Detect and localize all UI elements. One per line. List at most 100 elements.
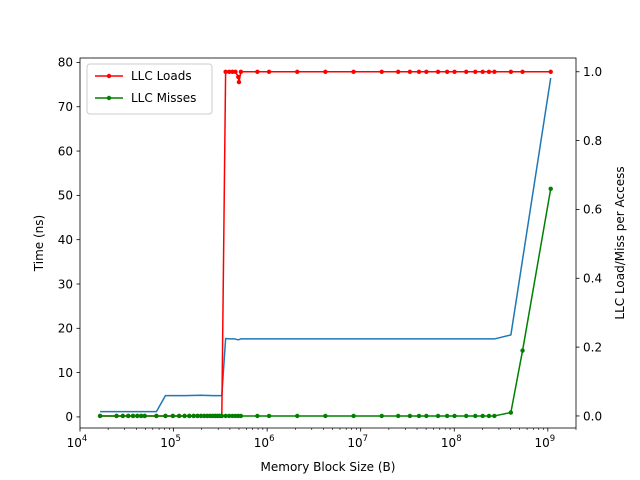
data-point-llc-misses bbox=[154, 413, 159, 419]
data-point-llc-misses bbox=[323, 413, 328, 419]
data-point-llc-loads bbox=[238, 69, 244, 74]
y-tick-label: 50 bbox=[58, 189, 73, 203]
x-tick-label: 106 bbox=[254, 434, 275, 450]
data-point-llc-misses bbox=[520, 348, 525, 353]
legend-label-llc-loads: LLC Loads bbox=[131, 69, 192, 83]
y-tick-label: 60 bbox=[58, 144, 73, 158]
data-point-llc-misses bbox=[187, 413, 192, 419]
data-point-llc-misses bbox=[435, 413, 441, 419]
data-point-llc-loads bbox=[295, 69, 300, 74]
x-axis-label: Memory Block Size (B) bbox=[261, 460, 396, 474]
data-point-llc-misses bbox=[195, 413, 200, 419]
data-point-llc-loads bbox=[492, 69, 497, 74]
data-point-llc-loads bbox=[508, 69, 514, 74]
x-tick-label-exponent: 6 bbox=[269, 434, 274, 444]
data-point-llc-misses bbox=[486, 413, 492, 419]
data-point-llc-loads bbox=[452, 69, 457, 74]
data-point-llc-misses bbox=[444, 413, 450, 419]
data-point-llc-loads bbox=[520, 69, 525, 74]
data-point-llc-misses bbox=[202, 413, 207, 419]
y2-axis-label: LLC Load/Miss per Access bbox=[613, 166, 627, 319]
data-point-llc-misses bbox=[170, 413, 176, 419]
data-point-llc-loads bbox=[323, 69, 328, 74]
data-point-llc-loads bbox=[416, 69, 422, 74]
data-point-llc-misses bbox=[120, 413, 126, 419]
x-tick-label-base: 10 bbox=[160, 436, 175, 450]
data-point-llc-loads bbox=[548, 69, 553, 74]
legend: LLC Loads LLC Misses bbox=[86, 63, 213, 115]
y-tick-label: 70 bbox=[58, 100, 73, 114]
data-point-llc-misses bbox=[238, 413, 244, 419]
data-point-llc-loads bbox=[236, 79, 242, 85]
y-tick-label: 10 bbox=[58, 366, 73, 380]
y-tick-label: 40 bbox=[58, 233, 73, 247]
data-point-llc-loads bbox=[480, 69, 485, 74]
x-tick-label-base: 10 bbox=[347, 436, 362, 450]
data-point-llc-misses bbox=[219, 413, 224, 419]
y-tick-label: 0 bbox=[65, 410, 73, 424]
plot-area bbox=[80, 58, 576, 428]
series-layer bbox=[97, 69, 553, 419]
data-point-llc-misses bbox=[416, 413, 422, 419]
data-point-llc-loads bbox=[444, 69, 450, 74]
x-tick-label-exponent: 9 bbox=[550, 434, 555, 444]
y2-tick-label: 1.0 bbox=[583, 65, 602, 79]
data-point-llc-misses bbox=[351, 413, 356, 419]
data-point-llc-loads bbox=[424, 69, 429, 74]
y2-tick-label: 0.2 bbox=[583, 340, 602, 354]
legend-marker-llc-loads bbox=[106, 73, 112, 79]
data-point-llc-loads bbox=[255, 69, 260, 74]
y-tick-label: 80 bbox=[58, 56, 73, 70]
data-point-llc-misses bbox=[182, 413, 187, 419]
legend-marker-llc-misses bbox=[106, 95, 112, 101]
data-point-llc-misses bbox=[163, 413, 168, 419]
y2-tick-label: 0.0 bbox=[583, 409, 602, 423]
plot-frame bbox=[79, 57, 577, 429]
x-tick-label: 105 bbox=[160, 434, 181, 450]
y2-tick-label: 0.6 bbox=[583, 203, 602, 217]
data-point-llc-misses bbox=[255, 413, 260, 419]
x-tick-label-exponent: 5 bbox=[175, 434, 180, 444]
x-tick-label-base: 10 bbox=[441, 436, 456, 450]
x-tick-label: 104 bbox=[67, 434, 88, 450]
data-point-llc-misses bbox=[480, 413, 485, 419]
data-point-llc-misses bbox=[230, 413, 235, 419]
data-point-llc-loads bbox=[230, 69, 235, 74]
data-point-llc-loads bbox=[407, 69, 413, 74]
data-point-llc-misses bbox=[130, 413, 136, 419]
data-point-llc-loads bbox=[396, 69, 401, 74]
data-point-llc-loads bbox=[266, 69, 272, 74]
data-point-llc-loads bbox=[486, 69, 492, 74]
data-point-llc-misses bbox=[138, 413, 144, 419]
data-point-llc-loads bbox=[351, 69, 356, 74]
x-tick-label: 107 bbox=[347, 434, 368, 450]
y-tick-label: 30 bbox=[58, 277, 73, 291]
x-tick-label-base: 10 bbox=[67, 436, 82, 450]
axes-layer: 104 105 106 107 108 109010203040506070800.00.… bbox=[58, 56, 602, 450]
data-point-llc-misses bbox=[198, 413, 204, 419]
data-point-llc-misses bbox=[176, 413, 182, 419]
data-point-llc-misses bbox=[407, 413, 413, 419]
x-tick-label: 109 bbox=[534, 434, 555, 450]
data-point-llc-misses bbox=[473, 413, 478, 419]
y-tick-label: 20 bbox=[58, 322, 73, 336]
x-tick-label: 108 bbox=[441, 434, 462, 450]
data-point-llc-misses bbox=[295, 413, 300, 419]
data-point-llc-misses bbox=[464, 413, 469, 419]
data-point-llc-misses bbox=[548, 186, 553, 191]
data-point-llc-loads bbox=[227, 69, 232, 74]
y2-tick-label: 0.4 bbox=[583, 272, 602, 286]
data-point-llc-misses bbox=[135, 413, 140, 419]
data-point-llc-misses bbox=[379, 413, 384, 419]
data-point-llc-misses bbox=[424, 413, 429, 419]
data-point-llc-loads bbox=[236, 74, 241, 80]
data-point-llc-misses bbox=[266, 413, 272, 419]
data-point-llc-loads bbox=[435, 69, 441, 74]
x-tick-label-exponent: 8 bbox=[456, 434, 461, 444]
x-tick-label-exponent: 7 bbox=[363, 434, 368, 444]
data-point-llc-misses bbox=[227, 413, 232, 419]
data-point-llc-misses bbox=[396, 413, 401, 419]
data-point-llc-loads bbox=[464, 69, 469, 74]
data-point-llc-misses bbox=[97, 413, 103, 419]
data-point-llc-misses bbox=[492, 413, 497, 419]
